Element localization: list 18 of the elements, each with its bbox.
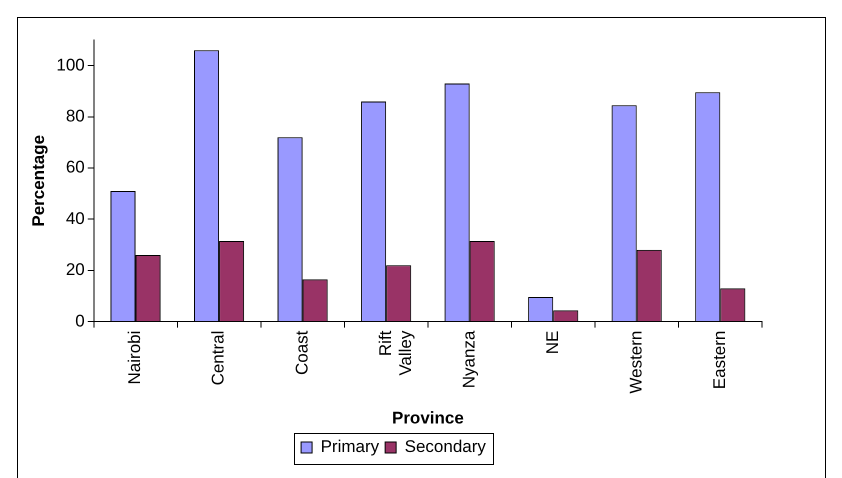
x-tick-label: Nairobi	[125, 330, 144, 384]
y-tick-label: 80	[66, 106, 85, 126]
x-tick-label: Eastern	[710, 330, 729, 390]
y-tick-label: 0	[75, 311, 85, 330]
y-axis-title: Percentage	[28, 134, 48, 227]
legend-label: Secondary	[404, 437, 486, 456]
legend-label: Primary	[320, 437, 380, 456]
y-tick-label: 100	[56, 55, 85, 74]
y-tick-label: 40	[66, 208, 85, 228]
x-tick-label: Rift Valley	[376, 330, 416, 376]
y-tick-label: 20	[66, 260, 85, 280]
x-tick-label: NE	[542, 330, 562, 354]
x-tick-label: Western	[626, 330, 646, 394]
x-axis-title: Province	[392, 408, 464, 428]
y-tick-label: 60	[66, 158, 85, 177]
x-tick-label: Coast	[292, 330, 312, 376]
x-tick-label: Central	[208, 330, 228, 386]
x-tick-label: Nyanza	[459, 330, 478, 388]
